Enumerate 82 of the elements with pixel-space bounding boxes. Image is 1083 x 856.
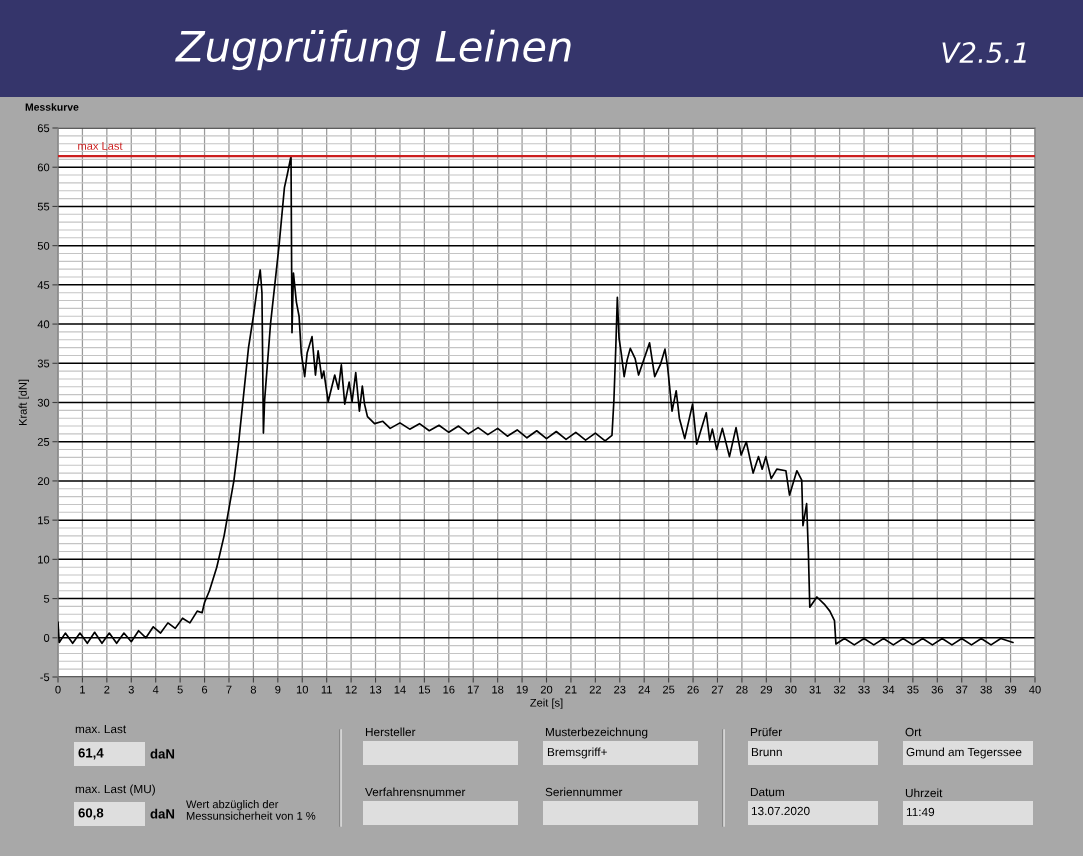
x-tick-label: 18 xyxy=(492,685,504,694)
text: 11:49 xyxy=(906,807,935,817)
text: Datum xyxy=(750,787,784,797)
text: daN xyxy=(150,808,175,819)
text: Gmund am Tegerssee xyxy=(906,747,1022,759)
y-tick-label: 35 xyxy=(37,359,50,368)
y-tick-label: -5 xyxy=(40,673,50,682)
text: max. Last xyxy=(75,724,127,734)
x-tick-label: 39 xyxy=(1004,685,1017,694)
x-tick-label: 16 xyxy=(443,685,455,694)
x-tick-label: 34 xyxy=(882,685,895,694)
x-tick-label: 5 xyxy=(177,685,183,694)
x-tick-label: 24 xyxy=(638,685,651,694)
text: daN xyxy=(150,748,175,759)
x-tick-label: 32 xyxy=(833,685,846,694)
text: Hersteller xyxy=(365,727,416,737)
text: Seriennummer xyxy=(545,787,623,797)
x-tick-label: 23 xyxy=(614,685,626,694)
text: 60,8 xyxy=(78,808,104,820)
text: Bremsgriff+ xyxy=(547,747,607,759)
x-tick-label: 14 xyxy=(394,685,406,694)
x-tick-label: 1 xyxy=(80,685,85,694)
text: Musterbezeichnung xyxy=(545,727,648,739)
y-tick-label: 40 xyxy=(37,320,50,329)
x-tick-label: 20 xyxy=(540,685,553,694)
text: Prüfer xyxy=(750,727,782,737)
text: Brunn xyxy=(751,747,782,757)
y-tick-label: 20 xyxy=(37,477,50,486)
text: Ort xyxy=(905,727,922,737)
text: max. Last (MU) xyxy=(75,784,155,796)
x-tick-label: 31 xyxy=(809,685,821,694)
x-tick-label: 21 xyxy=(565,685,577,694)
x-tick-label: 8 xyxy=(250,685,257,694)
x-tick-label: 7 xyxy=(226,685,232,694)
text: 61,4 xyxy=(78,748,104,760)
text: 13.07.2020 xyxy=(751,806,810,816)
x-tick-label: 25 xyxy=(663,685,675,694)
y-tick-label: 5 xyxy=(43,594,50,603)
y-tick-label: 15 xyxy=(38,516,50,525)
x-tick-label: 9 xyxy=(275,685,281,694)
x-tick-label: 30 xyxy=(784,685,797,694)
x-tick-label: 29 xyxy=(760,685,772,694)
y-tick-label: 0 xyxy=(43,634,50,642)
text: Uhrzeit xyxy=(905,788,943,798)
x-tick-label: 13 xyxy=(370,685,382,694)
y-tick-label: 65 xyxy=(37,124,50,133)
chart-title: Zugprüfung Leinen xyxy=(175,29,571,71)
x-tick-label: 27 xyxy=(711,685,724,694)
y-tick-label: 60 xyxy=(37,163,50,172)
x-tick-label: 17 xyxy=(467,685,479,694)
x-tick-label: 19 xyxy=(516,685,528,694)
x-tick-label: 11 xyxy=(321,685,332,694)
ref-line-label: max Last xyxy=(78,142,123,150)
y-tick-label: 50 xyxy=(37,241,50,250)
text: Messkurve xyxy=(25,103,79,111)
x-tick-label: 40 xyxy=(1029,685,1041,694)
x-tick-label: 35 xyxy=(907,685,919,694)
text: Wert abzüglich der Messunsicherheit von 1 % xyxy=(186,800,316,820)
text: Verfahrensnummer xyxy=(365,787,466,797)
x-tick-label: 6 xyxy=(202,685,208,694)
x-tick-label: 22 xyxy=(589,685,601,694)
x-tick-label: 36 xyxy=(931,685,943,694)
y-tick-label: 10 xyxy=(38,555,50,564)
x-tick-label: 26 xyxy=(687,685,699,694)
x-tick-label: 28 xyxy=(736,685,748,694)
text: V2.5.1 xyxy=(942,42,1026,64)
x-tick-label: 37 xyxy=(955,685,968,694)
x-tick-label: 3 xyxy=(128,685,134,694)
y-tick-label: 30 xyxy=(37,398,50,407)
x-tick-label: 2 xyxy=(104,685,110,694)
x-tick-label: 15 xyxy=(419,685,431,694)
x-tick-label: 0 xyxy=(55,685,61,694)
x-tick-label: 12 xyxy=(345,685,357,694)
x-axis-title: Zeit [s] xyxy=(530,698,563,709)
x-tick-label: 10 xyxy=(296,685,308,694)
y-tick-label: 25 xyxy=(37,437,50,446)
x-tick-label: 38 xyxy=(980,685,992,694)
y-tick-label: 55 xyxy=(37,202,50,211)
y-axis-title: Kraft [dN] xyxy=(18,379,29,426)
x-tick-label: 33 xyxy=(858,685,870,694)
x-tick-label: 4 xyxy=(152,685,159,694)
y-tick-label: 45 xyxy=(37,281,50,289)
